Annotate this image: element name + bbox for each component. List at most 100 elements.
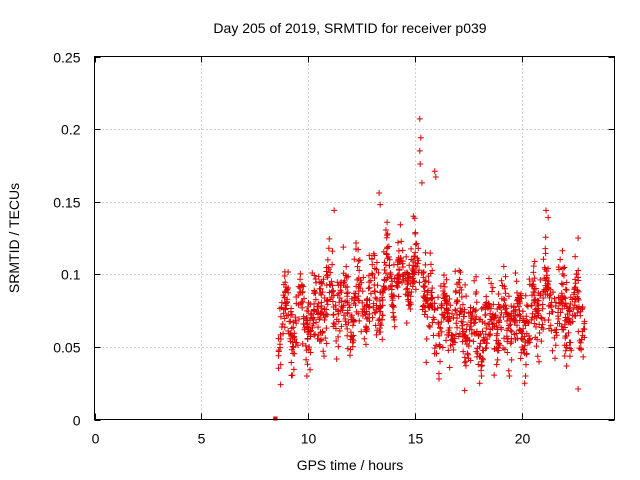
data-point [379, 296, 386, 303]
data-point [277, 361, 284, 368]
data-point [340, 312, 347, 319]
data-point [498, 326, 505, 333]
data-point [330, 323, 337, 330]
data-point [410, 262, 417, 269]
x-tick-label: 0 [92, 431, 100, 447]
data-point [362, 341, 369, 348]
data-point [504, 317, 511, 324]
data-point [542, 266, 549, 273]
data-point [399, 279, 406, 286]
data-point [317, 329, 324, 336]
data-point [390, 261, 397, 268]
data-point [295, 292, 302, 299]
data-point [359, 312, 366, 319]
data-point [498, 277, 505, 284]
data-point [279, 321, 286, 328]
data-point [313, 308, 320, 315]
data-point [328, 294, 335, 301]
data-point [343, 263, 350, 270]
data-point [474, 350, 481, 357]
data-point [446, 295, 453, 302]
data-point [379, 336, 386, 343]
data-point [422, 277, 429, 284]
data-point [320, 348, 327, 355]
data-point [316, 316, 323, 323]
data-point [491, 323, 498, 330]
data-point [329, 298, 336, 305]
data-point [299, 298, 306, 305]
data-point [477, 352, 484, 359]
data-point [577, 345, 584, 352]
data-point [343, 321, 350, 328]
data-point [545, 214, 552, 221]
data-point [531, 258, 538, 265]
data-point [572, 253, 579, 260]
data-point [414, 255, 421, 262]
data-point [530, 263, 537, 270]
data-point [524, 303, 531, 310]
data-point [421, 288, 428, 295]
data-point [457, 269, 464, 276]
data-point [522, 372, 529, 379]
data-point [359, 308, 366, 315]
data-point [335, 308, 342, 315]
data-point [521, 333, 528, 340]
data-point [285, 312, 292, 319]
data-point [454, 324, 461, 331]
data-point [301, 326, 308, 333]
data-point [436, 324, 443, 331]
data-point [329, 261, 336, 268]
data-point [316, 338, 323, 345]
data-point [409, 283, 416, 290]
data-point [319, 308, 326, 315]
y-tick-label: 0.2 [61, 122, 81, 138]
data-point [295, 301, 302, 308]
data-point [329, 248, 336, 255]
data-point [416, 279, 423, 286]
data-point [323, 306, 330, 313]
data-point [408, 245, 415, 252]
data-point [350, 317, 357, 324]
data-point [348, 333, 355, 340]
data-point [479, 328, 486, 335]
data-point [492, 314, 499, 321]
data-point [407, 306, 414, 313]
data-point [323, 340, 330, 347]
data-point [416, 115, 423, 122]
data-point [562, 347, 569, 354]
data-point [355, 293, 362, 300]
data-point [538, 315, 545, 322]
data-point [489, 284, 496, 291]
data-point [496, 342, 503, 349]
data-point [328, 288, 335, 295]
data-point [282, 279, 289, 286]
data-point [295, 283, 302, 290]
data-point [581, 334, 588, 341]
data-point [502, 306, 509, 313]
data-point [366, 252, 373, 259]
data-point [473, 313, 480, 320]
data-point [438, 328, 445, 335]
data-point [557, 300, 564, 307]
data-point [559, 247, 566, 254]
data-point [428, 295, 435, 302]
data-point [523, 350, 530, 357]
data-point [353, 239, 360, 246]
data-point [306, 344, 313, 351]
data-point [456, 330, 463, 337]
data-point [526, 336, 533, 343]
data-point [569, 312, 576, 319]
data-point [459, 322, 466, 329]
data-point [424, 291, 431, 298]
data-point [558, 290, 565, 297]
data-point [390, 292, 397, 299]
data-point [331, 207, 338, 214]
data-point [288, 372, 295, 379]
data-point [389, 297, 396, 304]
data-point [368, 270, 375, 277]
data-point [537, 276, 544, 283]
data-point [469, 312, 476, 319]
data-point [554, 309, 561, 316]
data-point [500, 295, 507, 302]
